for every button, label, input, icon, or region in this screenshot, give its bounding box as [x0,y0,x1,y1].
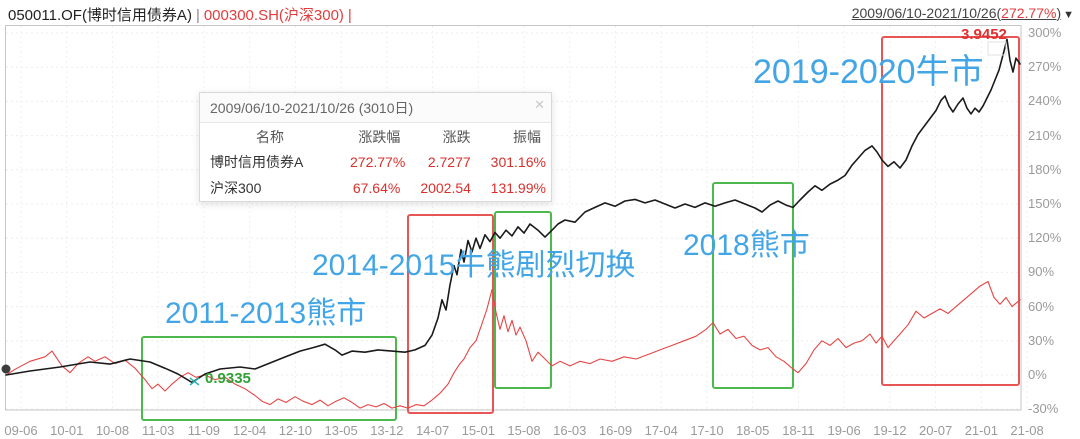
row-fund-chg: 2.7277 [427,154,471,170]
chart-header: 050011.OF(博时信用债券A) | 000300.SH(沪深300) | 200… [0,0,1080,25]
trailing-bar: | [347,7,352,24]
row-fund-name: 博时信用债券A [210,154,304,170]
range-dates: 2009/06/10-2021/10/26( [851,5,1002,21]
date-range-selector[interactable]: 2009/06/10-2021/10/26(272.77%) ▼ [852,5,1074,21]
table-row: 沪深300 67.64% 2002.54 131.99% [200,175,551,201]
row-fund-amp: 301.16% [490,154,546,170]
range-stats-tooltip: 2009/06/10-2021/10/26 (3010日) ✕ 名称 涨跌幅 涨… [199,92,552,202]
market-phase-box [141,336,397,421]
row-index-name: 沪深300 [210,180,262,196]
row-index-pct: 67.64% [352,180,401,196]
min-point-marker [189,377,200,386]
col-header-amp: 振幅 [513,129,541,145]
row-index-amp: 131.99% [490,180,546,196]
market-phase-box [712,182,794,389]
plot-frame [5,25,1022,411]
range-return-pct: 272.77% [1001,5,1057,21]
market-phase-box [407,214,494,414]
tooltip-title: 2009/06/10-2021/10/26 (3010日) ✕ [200,93,551,123]
series-line [5,38,1021,384]
index-symbol-label[interactable]: 000300.SH(沪深300) [203,7,344,24]
range-start-handle[interactable] [1,364,11,374]
col-header-pct: 涨跌幅 [358,129,401,145]
range-suffix: ) [1056,5,1062,21]
col-header-chg: 涨跌 [442,129,471,145]
market-phase-box [881,36,1020,386]
series-line [5,280,1021,409]
market-phase-box [494,211,552,389]
row-index-chg: 2002.54 [420,180,471,196]
instrument-title: 050011.OF(博时信用债券A) | 000300.SH(沪深300) | [8,4,356,25]
row-fund-pct: 272.77% [350,154,406,170]
table-row: 博时信用债券A 272.77% 2.7277 301.16% [200,149,551,175]
max-point-marker [987,41,1007,56]
tooltip-table: 名称 涨跌幅 涨跌 振幅 博时信用债券A 272.77% 2.7277 301.… [200,123,551,201]
chevron-down-icon[interactable]: ▼ [1063,9,1074,21]
fund-symbol-label[interactable]: 050011.OF(博时信用债券A) [8,7,192,24]
close-icon[interactable]: ✕ [534,97,545,112]
col-header-name: 名称 [256,129,284,145]
title-separator: | [195,7,200,24]
